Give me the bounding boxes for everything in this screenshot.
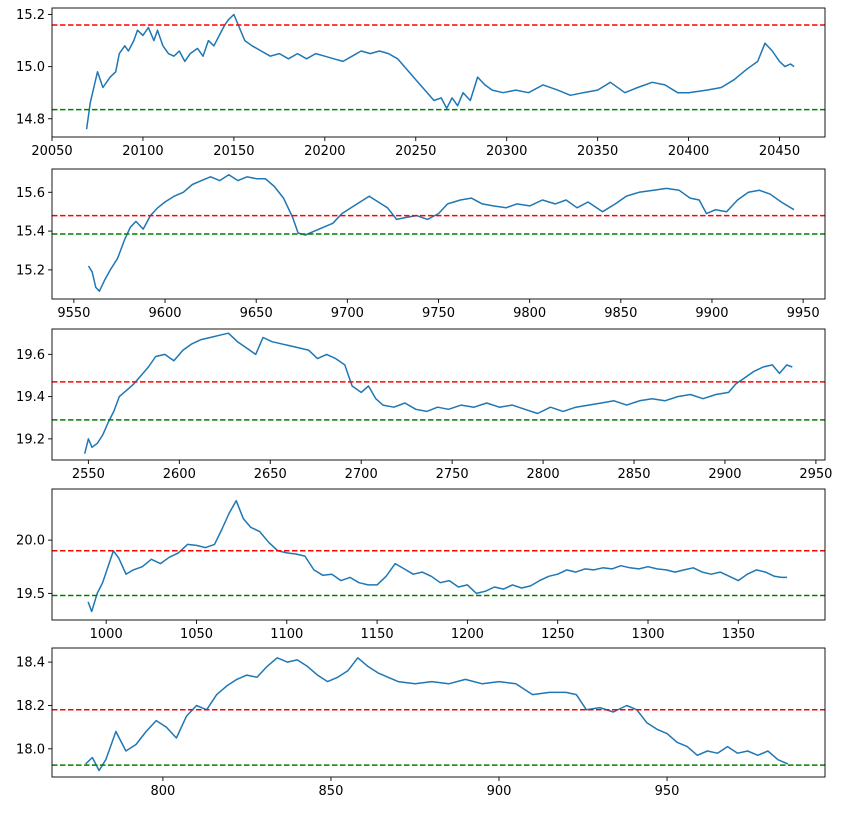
- x-tick-label: 900: [487, 784, 512, 799]
- series-line: [83, 332, 793, 454]
- x-tick-label: 2700: [345, 467, 378, 482]
- y-tick-label: 15.2: [16, 263, 45, 278]
- x-tick-label: 9650: [240, 306, 273, 321]
- x-tick-label: 9600: [148, 306, 181, 321]
- x-tick-label: 9550: [57, 306, 90, 321]
- subplot-1: 20050 20100 20150 20200 20250 20300 20350 20400…: [16, 7, 826, 159]
- series-line: [85, 13, 795, 130]
- x-tick-label: 20250: [395, 144, 436, 159]
- x-tick-label: 1100: [270, 627, 303, 642]
- x-tick-label: 850: [319, 784, 344, 799]
- y-tick-label: 19.5: [16, 587, 45, 602]
- series-line: [87, 499, 788, 613]
- subplot-3: 2550 2600 2650 2700 2750 2800 2850 2900 2950 19.2…: [16, 328, 832, 482]
- axes-frame: [51, 647, 826, 778]
- y-tick-label: 15.4: [16, 225, 45, 240]
- x-tick-label: 1300: [631, 627, 664, 642]
- x-tick-label: 2950: [799, 467, 832, 482]
- x-tick-label: 2550: [72, 467, 105, 482]
- x-tick-label: 1000: [90, 627, 123, 642]
- x-tick-label: 9750: [422, 306, 455, 321]
- x-tick-label: 20200: [304, 144, 345, 159]
- x-tick-label: 20450: [759, 144, 800, 159]
- series-line: [85, 657, 789, 772]
- y-tick-label: 19.4: [16, 390, 45, 405]
- y-tick-label: 14.8: [16, 112, 45, 127]
- x-tick-label: 1250: [541, 627, 574, 642]
- x-tick-label: 1150: [361, 627, 394, 642]
- axes-frame: [51, 328, 826, 461]
- y-tick-label: 20.0: [16, 534, 45, 549]
- series-line: [87, 174, 795, 292]
- y-tick-label: 15.2: [16, 8, 45, 23]
- subplot-2: 9550 9600 9650 9700 9750 9800 9850 9900 9950 15.2…: [16, 168, 826, 321]
- y-tick-label: 19.2: [16, 432, 45, 447]
- x-tick-label: 2900: [708, 467, 741, 482]
- x-tick-label: 2750: [436, 467, 469, 482]
- subplot-5: 800 850 900 950 18.0 18.2 18.4: [16, 647, 826, 799]
- x-tick-label: 2850: [617, 467, 650, 482]
- y-tick-label: 18.0: [16, 742, 45, 757]
- x-tick-label: 20300: [486, 144, 527, 159]
- x-tick-label: 800: [150, 784, 175, 799]
- axes-frame: [51, 7, 826, 138]
- y-tick-label: 19.6: [16, 348, 45, 363]
- x-tick-label: 20050: [31, 144, 72, 159]
- x-tick-label: 9700: [331, 306, 364, 321]
- y-tick-label: 15.0: [16, 60, 45, 75]
- x-tick-label: 9900: [695, 306, 728, 321]
- y-tick-label: 18.2: [16, 699, 45, 714]
- x-tick-label: 20100: [122, 144, 163, 159]
- y-tick-label: 15.6: [16, 186, 45, 201]
- x-tick-label: 950: [655, 784, 680, 799]
- x-tick-label: 9800: [513, 306, 546, 321]
- x-tick-label: 20400: [668, 144, 709, 159]
- x-tick-label: 20150: [213, 144, 254, 159]
- x-tick-label: 1050: [180, 627, 213, 642]
- x-tick-label: 2800: [527, 467, 560, 482]
- x-tick-label: 1350: [722, 627, 755, 642]
- y-tick-label: 18.4: [16, 656, 45, 671]
- subplot-4: 1000 1050 1100 1150 1200 1250 1300 1350 19.5 20.0: [16, 488, 826, 642]
- axes-frame: [51, 488, 826, 621]
- x-tick-label: 9950: [787, 306, 820, 321]
- x-tick-label: 2650: [254, 467, 287, 482]
- x-tick-label: 20350: [577, 144, 618, 159]
- x-tick-label: 9850: [604, 306, 637, 321]
- x-tick-label: 2600: [163, 467, 196, 482]
- x-tick-label: 1200: [451, 627, 484, 642]
